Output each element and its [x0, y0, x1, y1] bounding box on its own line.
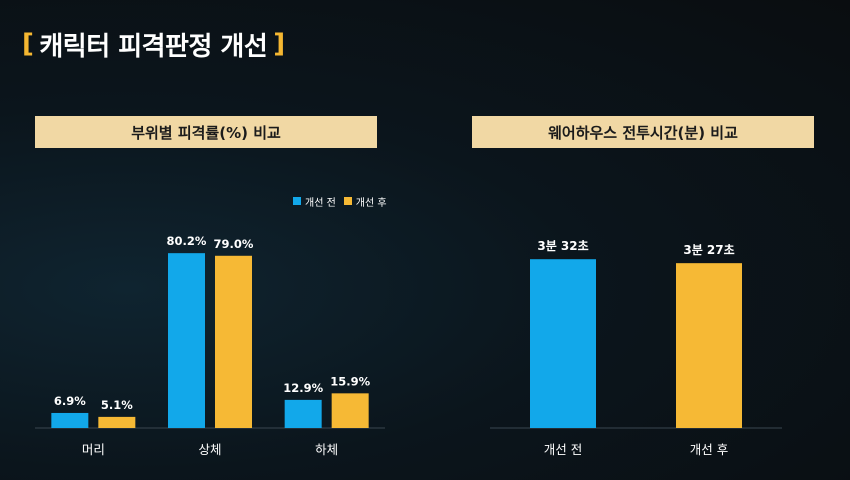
data-label-after-3: 15.9%: [330, 374, 370, 388]
time-x-tick-label-1: 개선 전: [544, 442, 582, 457]
bar-after-3: [331, 393, 369, 428]
left-chart-title: 부위별 피격률(%) 비교: [35, 116, 377, 148]
title-bracket-close: ]: [273, 29, 285, 59]
bar-before-1: [51, 412, 89, 428]
time-bar-2: [676, 263, 742, 428]
legend-label-after: 개선 후: [355, 197, 387, 209]
data-label-after-2: 79.0%: [214, 237, 254, 251]
legend-label-before: 개선 전: [305, 197, 336, 209]
data-label-before-2: 80.2%: [167, 234, 207, 248]
x-tick-label-1: 머리: [82, 442, 105, 457]
chart-legend: 개선 전 개선 후: [293, 193, 387, 209]
title-text: 캐릭터 피격판정 개선: [39, 31, 268, 62]
bar-before-3: [284, 399, 322, 428]
legend-swatch-before: [293, 197, 301, 205]
right-chart-title: 웨어하우스 전투시간(분) 비교: [472, 116, 814, 148]
data-label-before-1: 6.9%: [54, 394, 86, 408]
data-label-after-1: 5.1%: [101, 398, 133, 412]
x-tick-label-3: 하체: [315, 442, 338, 457]
page-title: [ 캐릭터 피격판정 개선 ]: [22, 28, 285, 62]
bar-after-2: [215, 255, 252, 428]
bar-after-1: [98, 416, 136, 428]
legend-swatch-after: [343, 197, 352, 205]
time-data-label-1: 3분 32초: [537, 239, 588, 253]
bar-before-2: [168, 253, 205, 428]
legend-item-before: 개선 전: [293, 194, 336, 209]
x-tick-label-2: 상체: [198, 442, 221, 457]
title-bracket-open: [: [22, 29, 34, 59]
time-x-tick-label-2: 개선 후: [690, 442, 728, 457]
legend-item-after: 개선 후: [343, 194, 387, 209]
data-label-before-3: 12.9%: [283, 381, 323, 395]
time-bar-1: [530, 259, 596, 428]
time-data-label-2: 3분 27초: [683, 243, 734, 257]
